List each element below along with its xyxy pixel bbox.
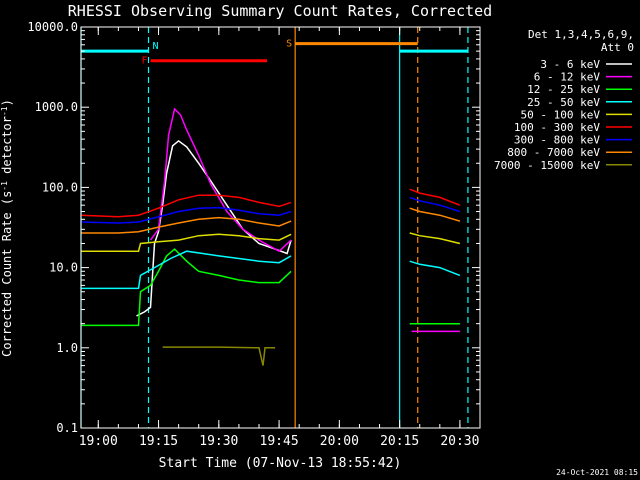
legend-label: 12 - 25 keV xyxy=(527,83,600,96)
series-line xyxy=(81,248,292,327)
footer-timestamp: 24-Oct-2021 08:15 xyxy=(556,468,638,477)
series-line xyxy=(149,107,292,253)
series-line xyxy=(409,260,461,277)
legend-label: 7000 - 15000 keV xyxy=(494,159,600,172)
series-line xyxy=(409,207,461,222)
x-tick-label: 19:30 xyxy=(199,434,238,449)
x-axis-label: Start Time (07-Nov-13 18:55:42) xyxy=(159,456,402,471)
series-line xyxy=(81,250,292,290)
series-line xyxy=(409,196,461,213)
series-line xyxy=(81,233,292,252)
legend-header-attenuator: Att 0 xyxy=(601,41,634,54)
legend-header-detectors: Det 1,3,4,5,6,9, xyxy=(528,28,634,41)
x-tick-label: 19:45 xyxy=(260,434,299,449)
y-tick-label: 0.1 xyxy=(56,421,78,435)
series-line xyxy=(162,346,276,366)
x-tick-label: 19:15 xyxy=(139,434,178,449)
y-tick-label: 10000.0 xyxy=(27,20,78,34)
legend-label: 6 - 12 keV xyxy=(534,71,601,84)
legend-label: 25 - 50 keV xyxy=(527,96,600,109)
series-line xyxy=(136,139,292,317)
y-tick-label: 1000.0 xyxy=(35,100,78,114)
state-marker-letter: F xyxy=(142,56,148,67)
legend-label: 100 - 300 keV xyxy=(514,121,600,134)
y-tick-label: 100.0 xyxy=(42,180,78,194)
plot-frame xyxy=(80,26,481,429)
series-line xyxy=(409,232,461,245)
x-tick-label: 19:00 xyxy=(79,434,118,449)
x-tick-label: 20:30 xyxy=(440,434,479,449)
series-line xyxy=(80,194,292,218)
legend-label: 50 - 100 keV xyxy=(521,108,601,121)
state-marker-letter: S xyxy=(286,39,292,50)
series-line xyxy=(409,188,461,206)
x-tick-label: 20:00 xyxy=(320,434,359,449)
series-line xyxy=(80,206,292,224)
series-line xyxy=(81,216,292,234)
legend-label: 300 - 800 keV xyxy=(514,134,600,147)
y-tick-label: 1.0 xyxy=(56,341,78,355)
y-tick-label: 10.0 xyxy=(49,261,78,275)
chart-title: RHESSI Observing Summary Count Rates, Co… xyxy=(68,2,492,20)
state-marker-letter: N xyxy=(153,41,159,52)
legend-label: 3 - 6 keV xyxy=(540,58,600,71)
legend-label: 800 - 7000 keV xyxy=(507,146,600,159)
y-axis-label: Corrected Count Rate (s-1 detector-1) xyxy=(0,99,14,357)
x-tick-label: 20:15 xyxy=(380,434,419,449)
